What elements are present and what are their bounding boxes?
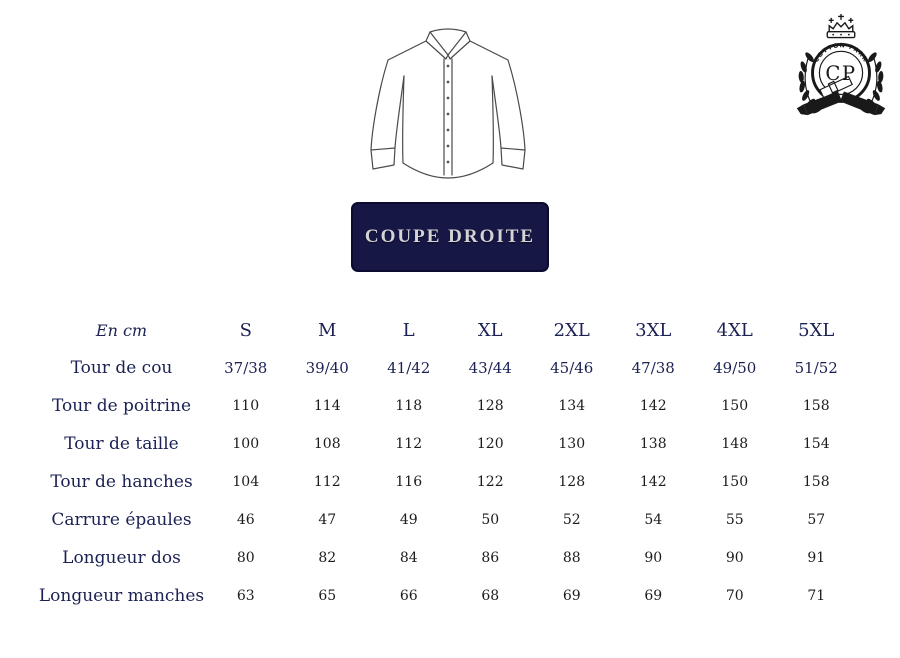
unit-label: En cm xyxy=(95,320,148,340)
size-column-header-3xl: 3XL xyxy=(635,319,672,341)
fit-tab-label: COUPE DROITE xyxy=(364,226,536,247)
size-value: 158 xyxy=(802,398,830,414)
ribbon-banner-icon xyxy=(796,91,886,116)
size-value: 112 xyxy=(313,474,341,490)
row-label-longueur-dos: Longueur dos xyxy=(62,548,181,568)
size-value: 88 xyxy=(562,550,581,566)
size-value: 110 xyxy=(232,398,260,414)
size-value: 80 xyxy=(236,550,255,566)
size-column-header-2xl: 2XL xyxy=(553,319,590,341)
size-value: 112 xyxy=(395,436,423,452)
size-column-header-l: L xyxy=(402,319,415,341)
size-value: 43/44 xyxy=(468,359,512,377)
size-value: 122 xyxy=(476,474,504,490)
size-value: 49 xyxy=(399,512,418,528)
size-value: 47/38 xyxy=(631,359,675,377)
size-value: 39/40 xyxy=(305,359,349,377)
svg-text:COTTON PARK: COTTON PARK xyxy=(813,42,869,63)
size-value: 69 xyxy=(644,588,663,604)
size-value: 68 xyxy=(481,588,500,604)
size-value: 49/50 xyxy=(713,359,757,377)
size-value: 128 xyxy=(476,398,504,414)
size-value: 90 xyxy=(725,550,744,566)
size-value: 128 xyxy=(558,474,586,490)
size-value: 41/42 xyxy=(387,359,431,377)
cotton-park-logo: COTTON PARK CP xyxy=(796,13,886,116)
row-label-longueur-manches: Longueur manches xyxy=(38,586,205,606)
size-value: 142 xyxy=(639,398,667,414)
size-value: 45/46 xyxy=(550,359,594,377)
row-label-tour-de-poitrine: Tour de poitrine xyxy=(51,396,192,416)
size-value: 148 xyxy=(721,436,749,452)
size-column-header-xl: XL xyxy=(477,319,503,341)
size-value: 63 xyxy=(236,588,255,604)
crest-monogram: CP xyxy=(825,62,856,85)
size-value: 116 xyxy=(395,474,423,490)
size-value: 118 xyxy=(395,398,423,414)
size-value: 138 xyxy=(639,436,667,452)
size-column-header-m: M xyxy=(318,319,337,341)
row-label-tour-de-hanches: Tour de hanches xyxy=(50,472,193,492)
size-value: 134 xyxy=(558,398,586,414)
row-label-tour-de-taille: Tour de taille xyxy=(64,434,179,454)
size-value: 120 xyxy=(476,436,504,452)
size-value: 66 xyxy=(399,588,418,604)
size-value: 65 xyxy=(318,588,337,604)
size-value: 108 xyxy=(313,436,341,452)
fit-tab-coupe-droite[interactable]: COUPE DROITE xyxy=(351,202,549,272)
size-value: 86 xyxy=(481,550,500,566)
size-value: 90 xyxy=(644,550,663,566)
shirt-illustration xyxy=(370,28,526,179)
size-value: 54 xyxy=(644,512,663,528)
row-label-carrure-epaules: Carrure épaules xyxy=(51,510,192,530)
row-label-tour-de-cou: Tour de cou xyxy=(70,358,173,378)
size-value: 150 xyxy=(721,474,749,490)
size-value: 37/38 xyxy=(224,359,268,377)
size-value: 55 xyxy=(725,512,744,528)
size-value: 50 xyxy=(481,512,500,528)
size-value: 150 xyxy=(721,398,749,414)
size-value: 91 xyxy=(807,550,826,566)
size-column-header-5xl: 5XL xyxy=(798,319,835,341)
size-value: 84 xyxy=(399,550,418,566)
size-value: 71 xyxy=(807,588,826,604)
crest-curved-text: COTTON PARK xyxy=(813,42,868,63)
size-value: 70 xyxy=(725,588,744,604)
size-value: 69 xyxy=(562,588,581,604)
size-value: 104 xyxy=(232,474,260,490)
shirt-buttons xyxy=(446,64,450,164)
size-value: 130 xyxy=(558,436,586,452)
belt-buckle-icon xyxy=(819,75,853,99)
size-value: 114 xyxy=(313,398,341,414)
size-column-header-4xl: 4XL xyxy=(716,319,753,341)
size-value: 51/52 xyxy=(794,359,838,377)
size-value: 154 xyxy=(802,436,830,452)
size-value: 57 xyxy=(807,512,826,528)
size-value: 52 xyxy=(562,512,581,528)
size-value: 82 xyxy=(318,550,337,566)
size-value: 158 xyxy=(802,474,830,490)
crown-icon xyxy=(826,13,856,39)
size-value: 46 xyxy=(236,512,255,528)
size-table: En cm S M L XL 2XL 3XL 4XL 5XL Tour de c… xyxy=(20,311,857,615)
size-value: 100 xyxy=(232,436,260,452)
size-column-header-s: S xyxy=(239,319,252,341)
size-value: 142 xyxy=(639,474,667,490)
size-value: 47 xyxy=(318,512,337,528)
